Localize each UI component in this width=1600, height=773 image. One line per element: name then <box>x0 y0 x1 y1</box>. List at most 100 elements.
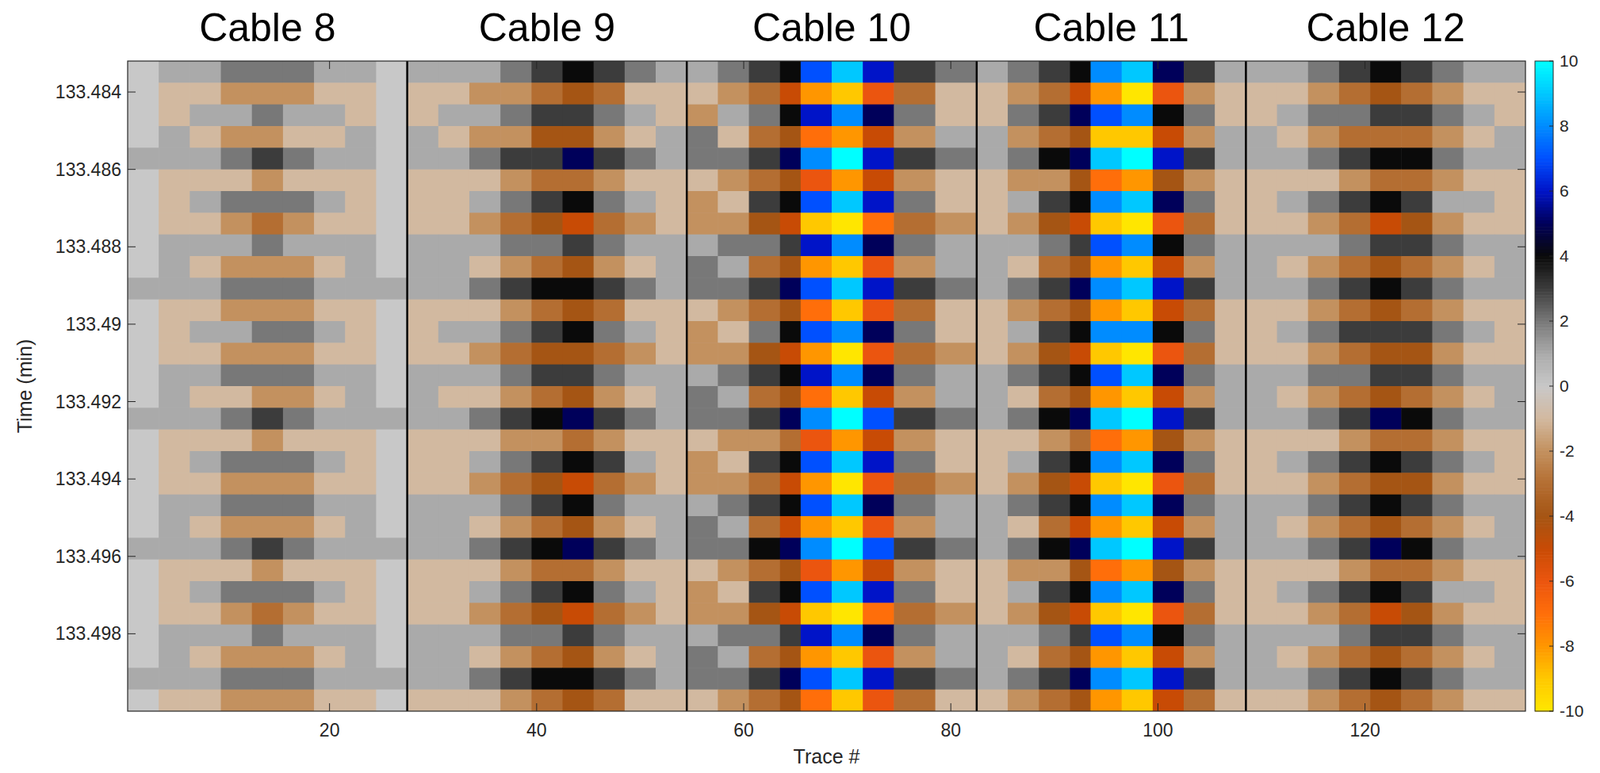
heatmap-cell <box>1277 646 1310 669</box>
heatmap-cell <box>407 321 440 344</box>
heatmap-cell <box>1400 407 1433 430</box>
heatmap-cell <box>407 212 440 235</box>
heatmap-cell <box>717 256 750 279</box>
heatmap-cell <box>1069 451 1091 474</box>
y-tick-label: 133.498 <box>55 623 122 644</box>
heatmap-cell <box>500 559 533 582</box>
colorbar-swatch <box>1534 639 1554 644</box>
heatmap-cell <box>1494 689 1526 712</box>
heatmap-cell <box>375 624 408 647</box>
heatmap-cell <box>127 667 160 690</box>
heatmap-cell <box>780 646 802 669</box>
heatmap-cell <box>375 61 408 84</box>
heatmap-cell <box>686 299 719 322</box>
heatmap-cell <box>749 212 781 235</box>
heatmap-cell <box>1038 407 1071 430</box>
heatmap-cell <box>749 689 781 712</box>
heatmap-cell <box>1463 646 1496 669</box>
y-tick-label: 133.496 <box>55 546 122 567</box>
heatmap-cell <box>593 364 626 387</box>
heatmap-cell <box>1121 667 1154 690</box>
heatmap-cell <box>624 386 657 409</box>
heatmap-cell <box>158 299 191 322</box>
heatmap-cell <box>749 82 781 105</box>
heatmap-cell <box>686 277 719 300</box>
heatmap-cell <box>655 299 688 322</box>
colorbar-swatch <box>1534 607 1554 612</box>
heatmap-cell <box>1463 126 1496 149</box>
heatmap-cell <box>1370 689 1402 712</box>
heatmap-cell <box>1400 147 1433 170</box>
heatmap-cell <box>313 559 346 582</box>
colorbar-swatch <box>1534 233 1554 238</box>
heatmap-cell <box>831 516 864 539</box>
heatmap-cell <box>1308 191 1340 214</box>
heatmap-cell <box>800 537 833 560</box>
heatmap-cell <box>283 277 315 300</box>
heatmap-cell <box>283 667 315 690</box>
heatmap-cell <box>686 342 719 365</box>
heatmap-cell <box>686 212 719 235</box>
colorbar-tick <box>1549 191 1554 192</box>
heatmap-cell <box>283 104 315 127</box>
heatmap-cell <box>1339 234 1371 257</box>
heatmap-cell <box>686 451 719 474</box>
heatmap-cell <box>500 429 533 452</box>
heatmap-cell <box>1214 321 1247 344</box>
heatmap-cell <box>862 559 895 582</box>
heatmap-cell <box>283 624 315 647</box>
heatmap-cell <box>438 537 471 560</box>
heatmap-cell <box>1007 407 1040 430</box>
heatmap-cell <box>252 191 284 214</box>
heatmap-cell <box>1152 191 1185 214</box>
heatmap-cell <box>862 147 895 170</box>
heatmap-cell <box>686 646 719 669</box>
heatmap-cell <box>800 364 833 387</box>
heatmap-cell <box>252 646 284 669</box>
heatmap-cell <box>935 429 978 452</box>
heatmap-cell <box>189 451 222 474</box>
heatmap-cell <box>189 386 222 409</box>
heatmap-cell <box>831 61 864 84</box>
heatmap-cell <box>221 82 253 105</box>
colorbar-swatch <box>1534 584 1554 589</box>
heatmap-cell <box>469 82 502 105</box>
heatmap-cell <box>1214 191 1247 214</box>
heatmap-cell <box>624 256 657 279</box>
heatmap-cell <box>531 364 563 387</box>
colorbar-swatch <box>1534 294 1554 299</box>
colorbar-swatch <box>1534 256 1554 261</box>
heatmap-cell <box>686 516 719 539</box>
colorbar-swatch <box>1534 509 1554 514</box>
heatmap-cell <box>1245 321 1278 344</box>
heatmap-cell <box>1007 581 1040 604</box>
heatmap-cell <box>375 516 408 539</box>
heatmap-cell <box>127 299 160 322</box>
heatmap-cell <box>252 61 284 84</box>
heatmap-cell <box>221 169 253 192</box>
heatmap-cell <box>469 169 502 192</box>
heatmap-cell <box>189 537 222 560</box>
heatmap-cell <box>1431 321 1464 344</box>
heatmap-cell <box>1463 581 1496 604</box>
heatmap-cell <box>252 321 284 344</box>
heatmap-cell <box>221 472 253 495</box>
heatmap-cell <box>1400 472 1433 495</box>
heatmap-cell <box>831 82 864 105</box>
heatmap-cell <box>800 429 833 452</box>
heatmap-cell <box>531 581 563 604</box>
heatmap-cell <box>158 277 191 300</box>
heatmap-cell <box>189 126 222 149</box>
colorbar-swatch <box>1534 685 1554 689</box>
heatmap-cell <box>1370 407 1402 430</box>
heatmap-cell <box>500 299 533 322</box>
heatmap-cell <box>127 581 160 604</box>
heatmap-cell <box>1007 516 1040 539</box>
heatmap-cell <box>407 516 440 539</box>
heatmap-cell <box>283 429 315 452</box>
heatmap-cell <box>831 386 864 409</box>
heatmap-cell <box>976 364 1009 387</box>
heatmap-cell <box>624 494 657 517</box>
heatmap-cell <box>655 212 688 235</box>
heatmap-cell <box>862 364 895 387</box>
